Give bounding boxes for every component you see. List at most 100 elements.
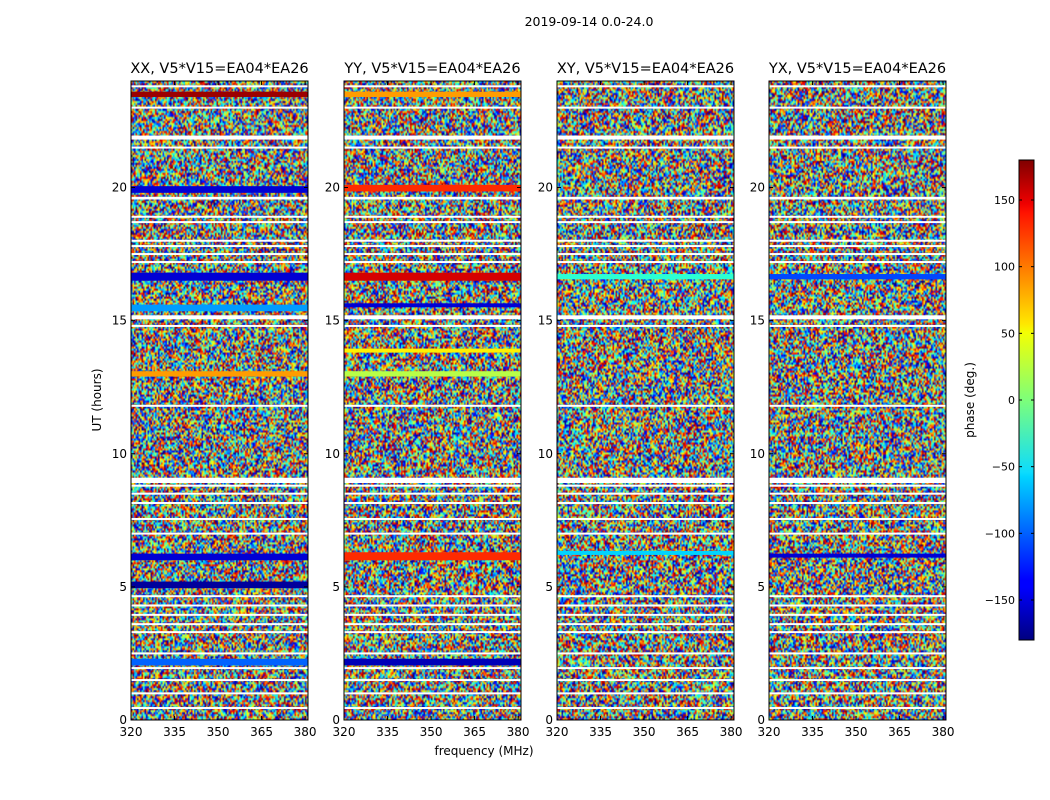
phase-band — [557, 550, 734, 555]
flagged-row — [769, 261, 946, 264]
y-tick-label: 20 — [112, 181, 127, 195]
panel-1: XX, V5*V15=EA04*EA26 320 335 350 365 380 0 5 10 1… — [112, 61, 317, 739]
flagged-row — [344, 595, 521, 598]
phase-band — [557, 274, 734, 280]
flagged-band — [557, 477, 734, 484]
flagged-row — [131, 502, 308, 505]
flagged-row — [344, 85, 521, 88]
x-tick-label: 350 — [207, 725, 230, 739]
phase-band — [131, 553, 308, 561]
flagged-row — [131, 679, 308, 682]
flagged-band — [131, 196, 308, 200]
colorbar-ticks: −150 −100 −50 0 50 100 150 — [985, 194, 1034, 607]
x-axis-label: frequency (MHz) — [434, 744, 533, 758]
y-tick-label: 15 — [325, 314, 340, 328]
flagged-row — [769, 604, 946, 607]
x-tick-label: 380 — [294, 725, 317, 739]
colorbar-tick-label: −150 — [985, 594, 1015, 607]
panel-title: XY, V5*V15=EA04*EA26 — [557, 61, 734, 77]
flagged-row — [344, 404, 521, 407]
panel-title: YX, V5*V15=EA04*EA26 — [768, 61, 946, 77]
x-tick-label: 320 — [546, 725, 569, 739]
flagged-row — [131, 85, 308, 88]
panel-frame — [556, 80, 735, 721]
panel-2: YY, V5*V15=EA04*EA26 320 335 350 365 380 0 5 10 1… — [325, 61, 530, 739]
y-tick-label: 15 — [750, 314, 765, 328]
flagged-row — [344, 106, 521, 109]
x-tick-label: 335 — [801, 725, 824, 739]
flagged-row — [557, 652, 734, 655]
panel-frame — [343, 80, 522, 721]
flagged-row — [557, 667, 734, 670]
figure-suptitle: 2019-09-14 0.0-24.0 — [525, 14, 654, 29]
phase-band — [131, 304, 308, 312]
colorbar-tick-label: 150 — [994, 194, 1015, 207]
flagged-row — [131, 707, 308, 710]
phase-band — [131, 371, 308, 377]
flagged-row — [131, 623, 308, 626]
flagged-row — [131, 484, 308, 487]
flagged-band — [769, 196, 946, 200]
flagged-row — [131, 595, 308, 598]
x-tick-label: 320 — [120, 725, 143, 739]
flagged-row — [131, 631, 308, 634]
flagged-row — [344, 146, 521, 149]
flagged-row — [557, 517, 734, 520]
flagged-row — [769, 484, 946, 487]
colorbar-tick-label: 50 — [1001, 327, 1015, 340]
flagged-row — [769, 679, 946, 682]
flagged-row — [557, 631, 734, 634]
flagged-band — [769, 135, 946, 140]
flagged-row — [557, 85, 734, 88]
flagged-row — [769, 239, 946, 242]
y-tick-label: 20 — [538, 181, 553, 195]
flagged-row — [557, 215, 734, 218]
flagged-row — [131, 106, 308, 109]
flagged-row — [344, 324, 521, 327]
y-tick-label: 20 — [750, 181, 765, 195]
y-tick-label: 15 — [538, 314, 553, 328]
flagged-row — [769, 631, 946, 634]
flagged-row — [344, 221, 521, 224]
flagged-row — [557, 245, 734, 248]
flagged-row — [769, 517, 946, 520]
phase-band — [344, 658, 521, 666]
y-tick-label: 5 — [332, 580, 340, 594]
flagged-row — [769, 532, 946, 535]
panels: XX, V5*V15=EA04*EA26 320 335 350 365 380 0 5 10 1… — [112, 61, 955, 739]
colorbar-tick-label: 0 — [1008, 394, 1015, 407]
flagged-band — [344, 477, 521, 484]
flagged-row — [344, 245, 521, 248]
y-tick-label: 5 — [757, 580, 765, 594]
colorbar-tick-label: −100 — [985, 527, 1015, 540]
flagged-row — [769, 692, 946, 695]
phase-band — [344, 303, 521, 308]
flagged-row — [769, 215, 946, 218]
flagged-row — [131, 492, 308, 495]
flagged-row — [131, 239, 308, 242]
flagged-row — [557, 106, 734, 109]
flagged-row — [557, 623, 734, 626]
flagged-band — [344, 135, 521, 140]
x-tick-label: 350 — [845, 725, 868, 739]
x-tick-label: 380 — [507, 725, 530, 739]
flagged-row — [557, 679, 734, 682]
phase-band — [344, 184, 521, 192]
y-tick-label: 15 — [112, 314, 127, 328]
flagged-row — [344, 484, 521, 487]
flagged-row — [769, 652, 946, 655]
flagged-band — [344, 196, 521, 200]
y-tick-label: 10 — [112, 447, 127, 461]
flagged-band — [557, 315, 734, 320]
colorbar-tick-label: −50 — [992, 461, 1015, 474]
flagged-band — [344, 315, 521, 320]
flagged-row — [769, 502, 946, 505]
flagged-row — [131, 404, 308, 407]
flagged-row — [557, 604, 734, 607]
phase-band — [344, 91, 521, 97]
flagged-row — [557, 492, 734, 495]
y-tick-label: 20 — [325, 181, 340, 195]
flagged-row — [557, 404, 734, 407]
x-tick-label: 365 — [676, 725, 699, 739]
flagged-row — [557, 707, 734, 710]
